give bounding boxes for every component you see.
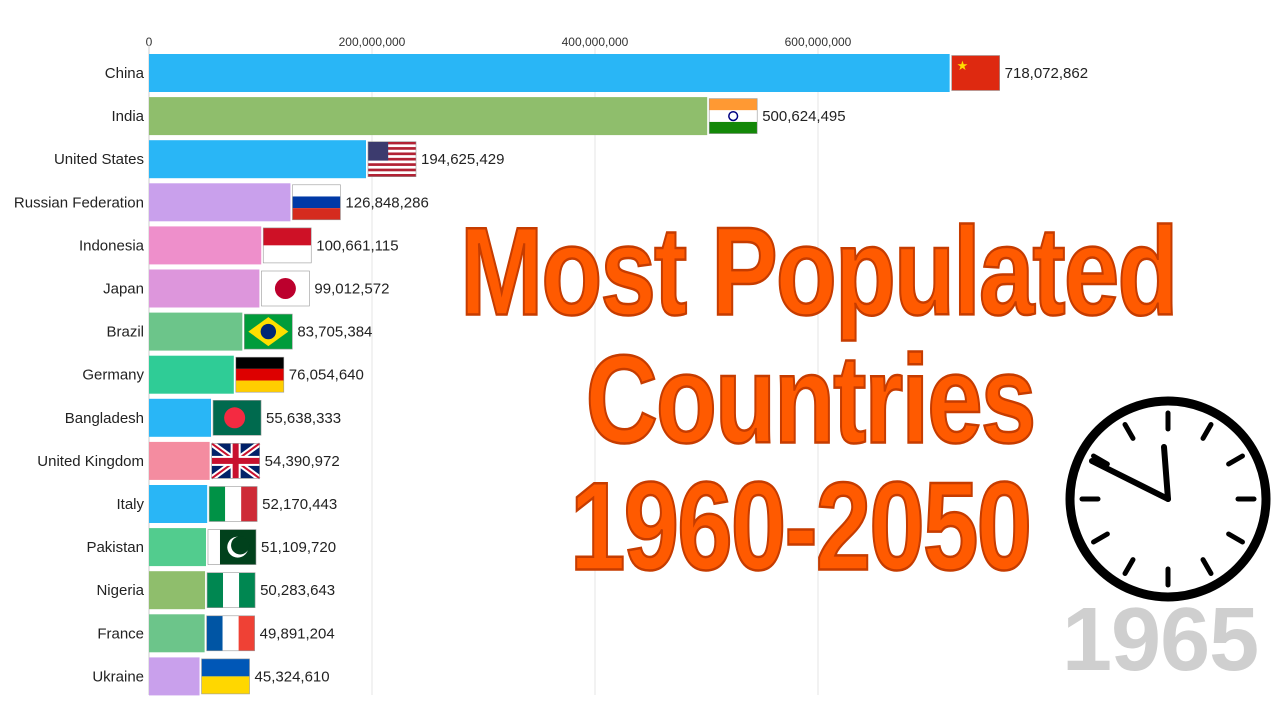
category-label: Germany	[82, 367, 144, 384]
germany-flag-icon	[235, 356, 285, 393]
title-line-1: Most Populated	[459, 202, 1179, 342]
bar	[149, 183, 291, 222]
bar	[149, 355, 234, 394]
category-label: India	[111, 108, 144, 125]
bar	[149, 571, 206, 610]
category-label: China	[105, 65, 145, 82]
bar	[149, 140, 367, 179]
value-label: 76,054,640	[289, 367, 364, 384]
bar	[149, 441, 210, 480]
bar	[149, 54, 950, 92]
value-label: 55,638,333	[266, 410, 341, 427]
bar	[149, 528, 206, 567]
category-label: Japan	[103, 281, 144, 298]
bar	[149, 312, 243, 351]
x-tick-label: 0	[146, 35, 153, 49]
india-flag-icon	[708, 98, 758, 134]
category-label: France	[97, 625, 144, 642]
russia-flag-icon	[292, 184, 341, 221]
nigeria-flag-icon	[206, 572, 256, 609]
japan-flag-icon	[261, 270, 310, 307]
value-label: 52,170,443	[262, 496, 337, 513]
bar	[149, 614, 205, 653]
value-label: 500,624,495	[762, 108, 845, 125]
category-label: Nigeria	[96, 582, 144, 599]
title-line-3: 1960-2050	[569, 457, 1033, 597]
category-label: Pakistan	[86, 539, 144, 556]
value-label: 99,012,572	[314, 281, 389, 298]
value-label: 50,283,643	[260, 582, 335, 599]
value-label: 83,705,384	[297, 324, 372, 341]
x-tick-label: 200,000,000	[339, 35, 406, 49]
x-tick-label: 400,000,000	[562, 35, 629, 49]
x-tick-label: 600,000,000	[785, 35, 852, 49]
bar	[149, 398, 212, 437]
value-label: 126,848,286	[345, 194, 428, 211]
category-label: Brazil	[106, 324, 144, 341]
category-label: Bangladesh	[65, 410, 144, 427]
brazil-flag-icon	[244, 313, 293, 350]
bangladesh-flag-icon	[212, 399, 262, 436]
value-label: 194,625,429	[421, 151, 504, 168]
category-label: United States	[54, 151, 144, 168]
bar	[149, 657, 200, 696]
svg-text:★: ★	[957, 59, 969, 74]
value-label: 54,390,972	[265, 453, 340, 470]
value-label: 718,072,862	[1005, 65, 1088, 82]
china-flag-icon: ★	[951, 55, 1000, 91]
bar	[149, 226, 262, 265]
ukraine-flag-icon	[201, 658, 250, 695]
category-label: Ukraine	[92, 668, 144, 685]
bar	[149, 97, 708, 136]
category-label: Russian Federation	[14, 194, 144, 211]
category-label: United Kingdom	[37, 453, 144, 470]
clock-icon	[1065, 396, 1271, 602]
pakistan-flag-icon	[207, 529, 257, 565]
bar	[149, 269, 260, 308]
uk-flag-icon	[209, 440, 262, 481]
value-label: 49,891,204	[260, 625, 335, 642]
title-line-2: Countries	[585, 330, 1038, 470]
france-flag-icon	[206, 615, 255, 652]
year-label: 1965	[1062, 590, 1259, 690]
bar	[149, 485, 208, 523]
value-label: 100,661,115	[316, 237, 398, 254]
indonesia-flag-icon	[262, 227, 312, 264]
value-label: 45,324,610	[255, 668, 330, 685]
value-label: 51,109,720	[261, 539, 336, 556]
category-label: Indonesia	[79, 237, 145, 254]
usa-flag-icon	[367, 141, 417, 177]
category-label: Italy	[116, 496, 144, 513]
italy-flag-icon	[208, 486, 258, 522]
